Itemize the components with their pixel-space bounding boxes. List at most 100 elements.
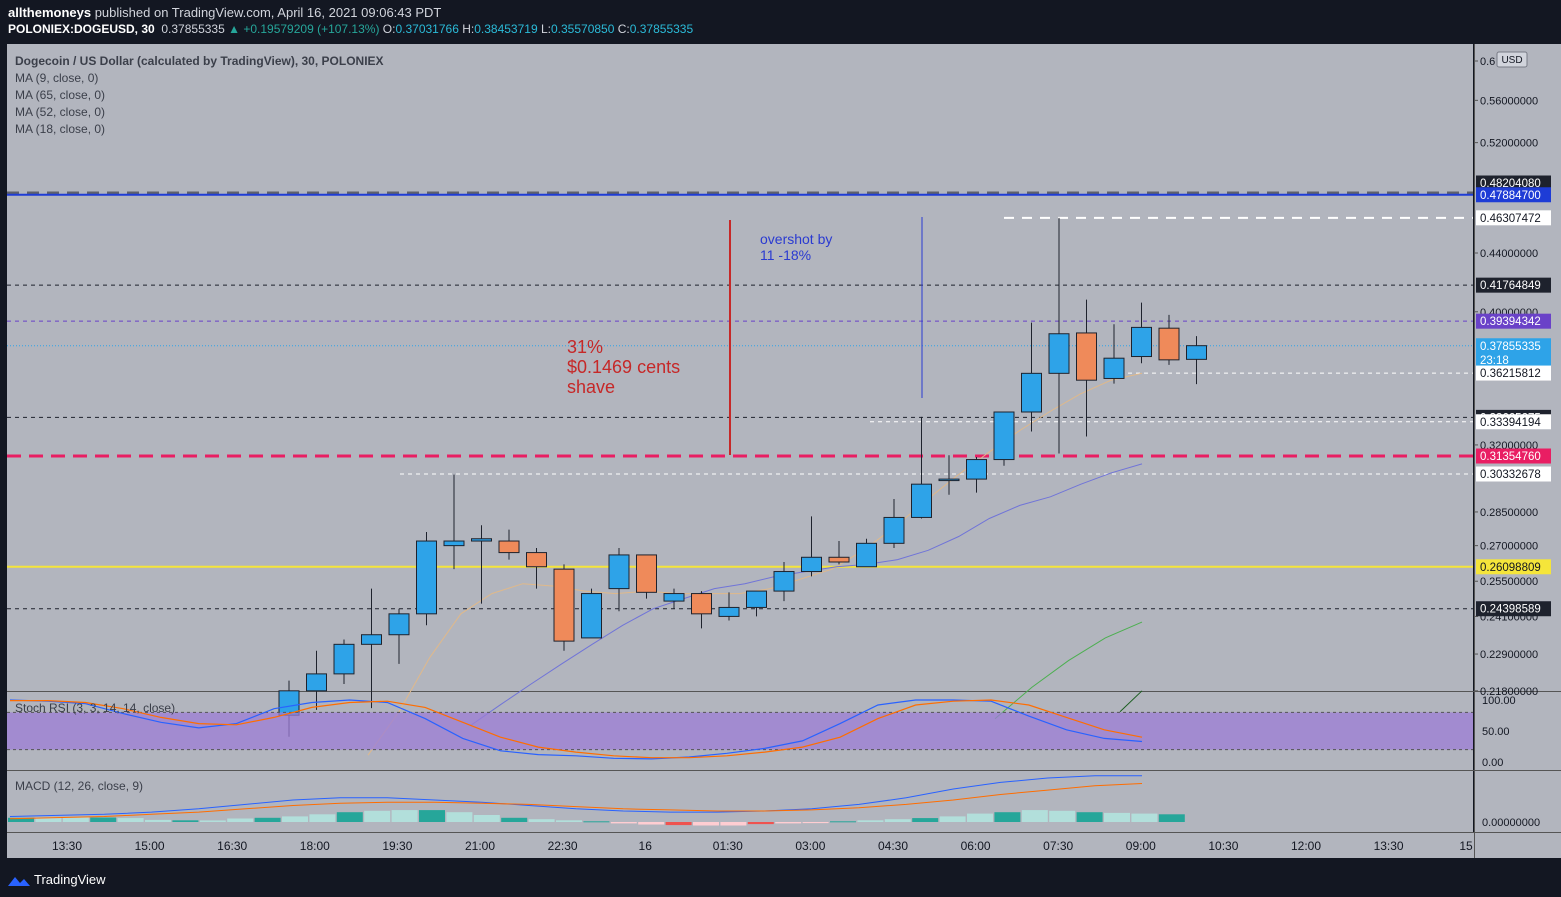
y-tick-label: 0.22900000 [1480, 649, 1538, 661]
price-level-label: 0.31354760 [1476, 448, 1551, 464]
macd-histogram-bar [199, 820, 226, 822]
candle-body [746, 590, 767, 608]
close-value: 0.37855335 [629, 22, 694, 36]
candle [856, 538, 877, 568]
price-level-label-text: 0.26098809 [1480, 562, 1541, 574]
price-level-label-bg [1476, 277, 1551, 293]
x-tick-label: 21:00 [465, 839, 495, 853]
x-tick-label: 15:00 [135, 839, 165, 853]
symbol-label[interactable]: POLONIEX:DOGEUSD, 30 [8, 22, 155, 36]
candle-body [333, 643, 355, 675]
candle [718, 592, 740, 621]
candle-body [993, 411, 1015, 461]
candle [746, 590, 767, 617]
price-level-label-bg [1476, 559, 1551, 575]
price-axis [1474, 44, 1561, 832]
candle-body [883, 516, 905, 544]
macd-histogram-bar [501, 817, 528, 822]
candle [553, 564, 575, 651]
candle [1048, 217, 1070, 454]
x-tick-label: 19:30 [382, 839, 412, 853]
macd-histogram-bar [583, 821, 610, 823]
price-level-label-text: 0.46307472 [1480, 213, 1541, 225]
macd-tick-label: 0.00000000 [1482, 817, 1540, 829]
annotation-text: 31% [567, 337, 603, 357]
x-tick-label: 15 [1459, 839, 1473, 853]
macd-histogram-bar [90, 817, 117, 822]
publish-info: published on TradingView.com, April 16, … [91, 5, 442, 20]
tradingview-logo-icon [8, 877, 30, 886]
macd-histogram-bar [419, 810, 445, 822]
countdown-label: 23:18 [1480, 355, 1509, 367]
candle [608, 547, 630, 612]
candle [993, 411, 1015, 466]
legend-ma: MA (65, close, 0) [15, 88, 105, 102]
price-level-label: 0.41764849 [1476, 277, 1551, 293]
macd-histogram-bar [994, 812, 1021, 822]
candle [498, 529, 520, 560]
y-tick-label: 0.27000000 [1480, 541, 1538, 553]
candle-body [526, 552, 547, 568]
candle [663, 588, 685, 609]
candle-body [553, 568, 575, 642]
macd-histogram-bar [665, 822, 692, 826]
publisher-name[interactable]: allthemoneys [8, 5, 92, 20]
price-level-label-bg [1476, 365, 1551, 381]
macd-histogram-bar [610, 822, 637, 824]
candle-body [416, 540, 437, 615]
macd-histogram-bar [473, 815, 500, 822]
legend-title: Dogecoin / US Dollar (calculated by Trad… [15, 54, 384, 68]
ma-line [1119, 690, 1143, 713]
stoch-line [10, 699, 1143, 759]
candle-body [718, 606, 740, 617]
y-tick-label: 0.28500000 [1480, 507, 1538, 519]
macd-histogram-bar [884, 819, 911, 822]
stoch-line [9, 699, 1143, 760]
price-level-label: 0.37855335 23:18 [1476, 338, 1551, 367]
candle [416, 531, 437, 626]
macd-line [9, 775, 1142, 817]
price-level-label-bg [1476, 448, 1551, 464]
candle [581, 588, 602, 639]
chart-canvas[interactable]: 0.60.560000000.520000000.440000000.40000… [0, 40, 1561, 862]
macd-histogram-bar [145, 819, 171, 822]
price-level-label-text: 0.31354760 [1480, 451, 1541, 463]
macd-histogram-bar [1104, 812, 1130, 822]
ohlc-line: POLONIEX:DOGEUSD, 30 0.37855335 ▲ +0.195… [8, 22, 693, 36]
price-level-label-text: 0.36215812 [1480, 368, 1541, 380]
macd-histogram-bar [336, 812, 363, 822]
candle [443, 474, 465, 570]
macd-histogram-bar [282, 816, 308, 822]
close-label: C: [617, 22, 630, 36]
x-tick-label: 06:00 [961, 839, 991, 853]
macd-histogram-bar [1049, 810, 1076, 822]
candle-body [856, 542, 877, 568]
tradingview-brand[interactable]: TradingView [34, 872, 106, 887]
x-tick-label: 03:00 [795, 839, 825, 853]
price-level-label: 0.39394342 [1476, 313, 1551, 329]
candle-body [801, 556, 822, 573]
macd-title: MACD (12, 26, close, 9) [15, 779, 143, 793]
price-level-label-text: 0.48204080 [1480, 178, 1541, 190]
x-tick-label: 12:00 [1291, 839, 1321, 853]
macd-histogram-bar [1158, 814, 1185, 822]
chart-header: allthemoneys published on TradingView.co… [0, 0, 1561, 40]
candle [636, 554, 657, 599]
price-level-label-text: 0.41764849 [1480, 280, 1541, 292]
price-change: ▲ +0.19579209 (+107.13%) [228, 22, 380, 36]
candle [938, 455, 960, 495]
ma-line [994, 621, 1143, 720]
publish-line: allthemoneys published on TradingView.co… [8, 5, 441, 20]
price-level-label-text: 0.37855335 [1480, 341, 1541, 353]
price-level-label-bg [1476, 175, 1551, 191]
candle-body [828, 556, 850, 563]
macd-histogram-bar [693, 822, 719, 826]
macd-histogram-bar [720, 822, 747, 826]
macd-histogram-bar [912, 818, 939, 822]
stoch-tick-label: 100.00 [1482, 695, 1516, 707]
macd-histogram-bar [62, 817, 89, 822]
price-level-label-text: 0.30332678 [1480, 469, 1541, 481]
price-level-label: 0.47884700 [1476, 187, 1551, 203]
candle-body [361, 634, 382, 645]
low-label: L: [540, 22, 551, 36]
